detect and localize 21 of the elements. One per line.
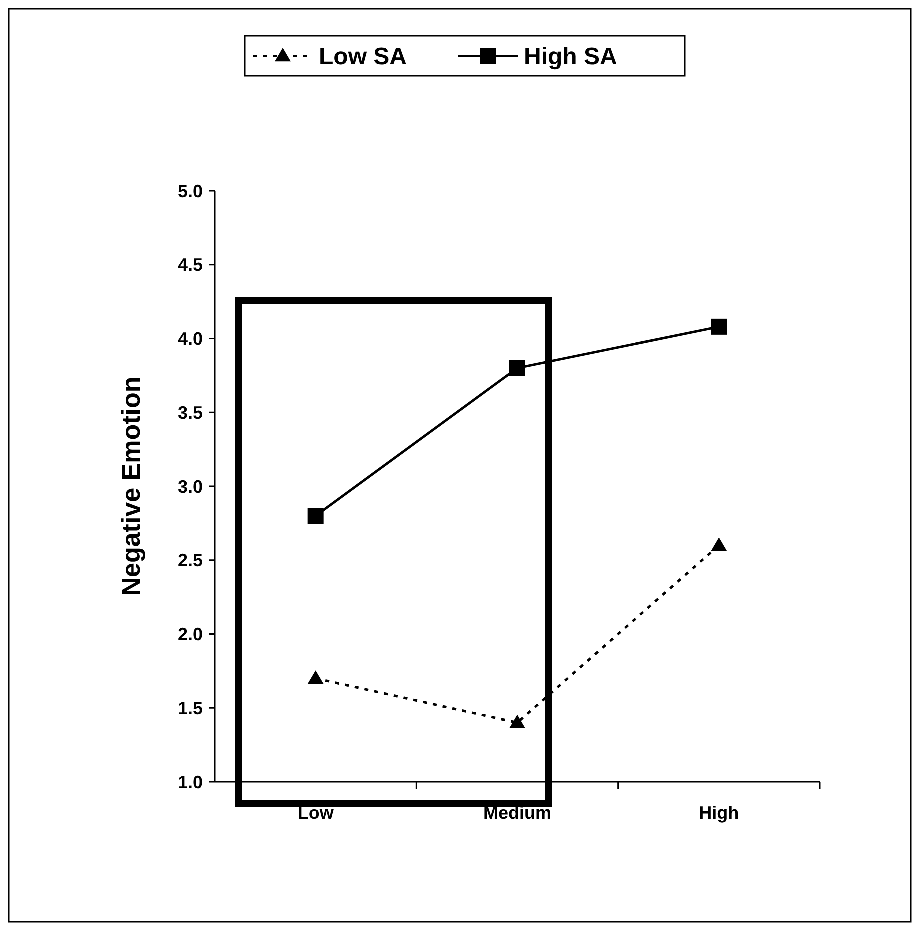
y-tick-label: 5.0 xyxy=(178,181,203,202)
point xyxy=(510,714,526,728)
point xyxy=(308,670,324,684)
point xyxy=(711,538,728,552)
y-axis-title: Negative Emotion xyxy=(116,376,146,596)
point xyxy=(510,360,526,376)
y-tick-label: 2.5 xyxy=(178,550,203,571)
y-tick-label: 2.0 xyxy=(178,624,203,645)
y-tick-label: 4.0 xyxy=(178,329,203,350)
y-tick-label: 1.0 xyxy=(178,772,203,792)
legend-label: High SA xyxy=(524,43,618,70)
y-tick-label: 3.0 xyxy=(178,476,203,497)
point xyxy=(308,508,324,524)
y-tick-label: 3.5 xyxy=(178,402,203,423)
legend-label: Low SA xyxy=(319,43,407,70)
x-tick-label: Low xyxy=(298,803,335,823)
x-tick-label: Medium xyxy=(483,803,552,823)
y-tick-label: 1.5 xyxy=(178,698,203,718)
point xyxy=(711,318,728,335)
y-tick-label: 4.5 xyxy=(178,255,203,276)
x-tick-label: High xyxy=(699,803,740,823)
